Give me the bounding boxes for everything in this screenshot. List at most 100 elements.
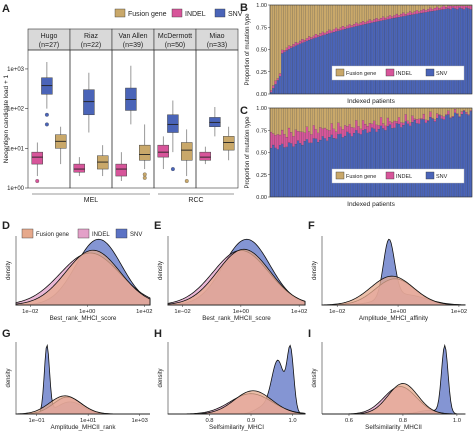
- bar-indel: [348, 124, 351, 134]
- y-tick-label: 0.50: [256, 48, 267, 54]
- bar-snv: [431, 118, 434, 198]
- bar-indel: [393, 15, 396, 19]
- bar-fusion: [272, 4, 275, 86]
- bar-snv: [370, 127, 374, 198]
- box-indel: [31, 151, 43, 165]
- bar-indel: [444, 114, 448, 116]
- y-tick-label: 0.25: [256, 70, 267, 76]
- bar-fusion: [402, 4, 405, 13]
- bar-snv: [397, 123, 401, 198]
- bar-indel: [411, 115, 414, 123]
- bar-snv: [415, 123, 419, 198]
- bar-snv: [402, 124, 405, 198]
- bar-snv: [460, 8, 464, 95]
- bar-fusion: [386, 107, 390, 119]
- bar-indel: [469, 110, 473, 112]
- bar-fusion: [370, 107, 374, 124]
- bar-fusion: [319, 107, 322, 128]
- bar-snv: [303, 141, 306, 198]
- legend-swatch: [335, 68, 345, 77]
- bar-indel: [467, 114, 470, 116]
- bar-fusion: [424, 4, 428, 11]
- bar-indel: [292, 44, 295, 47]
- density-fusion-gene: [321, 275, 466, 306]
- bar-fusion: [449, 107, 452, 118]
- panel-label: D: [2, 220, 10, 232]
- bar-indel: [366, 126, 369, 133]
- bar-fusion: [404, 107, 407, 115]
- bar-fusion: [359, 4, 363, 23]
- bar-indel: [326, 31, 329, 35]
- bar-snv: [332, 137, 336, 198]
- bar-snv: [440, 9, 443, 95]
- box-snv: [167, 114, 179, 133]
- bar-snv: [451, 116, 455, 198]
- bar-snv: [436, 10, 439, 95]
- legend-label: SNV: [436, 174, 448, 180]
- bar-fusion: [272, 107, 275, 134]
- bar-indel: [276, 78, 280, 81]
- bar-indel: [391, 16, 394, 19]
- bar-snv: [409, 14, 412, 95]
- bar-indel: [343, 125, 347, 137]
- bar-snv: [377, 128, 381, 198]
- bar-snv: [348, 133, 351, 198]
- box-snv: [83, 89, 95, 116]
- y-tick-label: 1e+00: [7, 186, 25, 192]
- bar-indel: [433, 7, 437, 11]
- bar-snv: [379, 125, 383, 198]
- bar-snv: [366, 23, 369, 95]
- bar-indel: [415, 10, 419, 14]
- bar-fusion: [386, 4, 390, 17]
- bar-indel: [330, 123, 333, 135]
- bar-indel: [440, 6, 443, 10]
- bar-indel: [283, 134, 286, 148]
- bar-snv: [339, 30, 342, 95]
- bar-indel: [276, 134, 280, 150]
- bar-snv: [427, 11, 430, 95]
- bar-fusion: [404, 4, 407, 15]
- bar-fusion: [388, 107, 392, 122]
- bar-fusion: [388, 4, 392, 16]
- bar-indel: [397, 117, 401, 125]
- bar-snv: [384, 130, 387, 198]
- bar-indel: [290, 46, 293, 49]
- bar-snv: [404, 15, 407, 95]
- x-axis-label: Selfsimilarity_MHCII: [365, 424, 422, 431]
- facet-cohort-name: McDermott: [158, 33, 192, 40]
- bar-indel: [453, 109, 457, 113]
- bar-snv: [305, 40, 309, 95]
- bar-fusion: [424, 107, 428, 120]
- bar-snv: [283, 51, 286, 95]
- bar-snv: [368, 23, 372, 95]
- legend-swatch: [77, 228, 90, 239]
- x-axis-label: Indexed patients: [347, 98, 395, 105]
- bar-snv: [388, 18, 392, 95]
- bar-fusion: [274, 4, 277, 81]
- bar-snv: [382, 20, 385, 95]
- bar-fusion: [442, 107, 446, 117]
- bar-indel: [339, 27, 342, 31]
- bar-snv: [427, 120, 430, 198]
- x-tick-label: 1e+02: [451, 309, 467, 315]
- y-axis-label: density: [312, 368, 318, 387]
- bar-fusion: [285, 107, 289, 138]
- bar-fusion: [444, 107, 448, 115]
- bar-snv: [404, 121, 407, 198]
- bar-fusion: [294, 4, 298, 43]
- bar-snv: [335, 138, 338, 198]
- bar-snv: [402, 16, 405, 95]
- bar-indel: [299, 131, 302, 144]
- bar-fusion: [447, 107, 450, 111]
- bar-snv: [343, 28, 347, 95]
- legend-a: Fusion gene INDEL SNV: [114, 8, 243, 18]
- bar-indel: [296, 42, 300, 45]
- panel-label: F: [308, 220, 315, 232]
- bar-indel: [442, 116, 446, 120]
- legend-label: INDEL: [396, 71, 412, 77]
- bar-indel: [359, 22, 363, 26]
- bar-indel: [404, 114, 407, 122]
- x-axis-label: Indexed patients: [347, 201, 395, 208]
- bar-indel: [312, 35, 315, 39]
- bar-fusion: [391, 4, 394, 17]
